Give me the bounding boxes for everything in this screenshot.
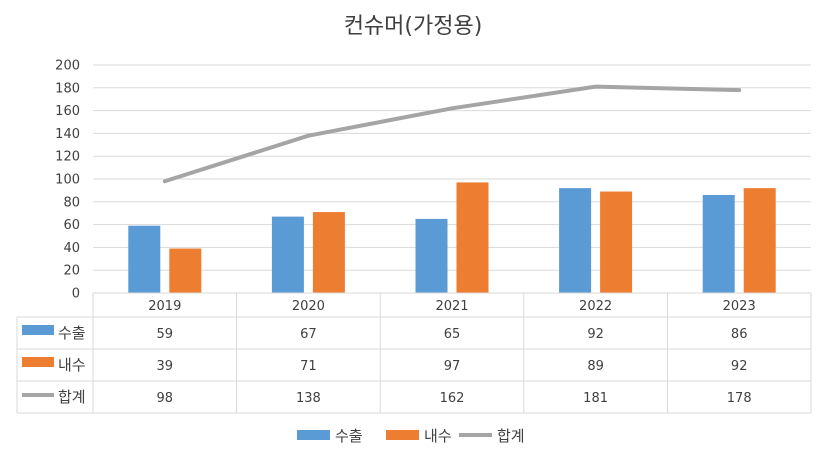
bar-export <box>702 194 735 293</box>
table-cell: 39 <box>157 359 174 374</box>
table-cell: 178 <box>727 391 752 406</box>
table-row-legend-key <box>22 357 54 367</box>
y-tick-label: 100 <box>55 173 80 188</box>
y-tick-label: 40 <box>63 241 80 256</box>
table-cell: 92 <box>587 327 604 342</box>
table-cell: 98 <box>157 391 174 406</box>
y-tick-label: 180 <box>55 81 80 96</box>
bars <box>128 182 776 293</box>
y-axis: 0 20 40 60 80 100 120 140 160 180 200 <box>55 59 80 302</box>
table-cell: 86 <box>731 327 748 342</box>
bar-domestic <box>600 191 633 293</box>
table-cell: 59 <box>157 327 174 342</box>
y-tick-label: 140 <box>55 127 80 142</box>
line-total <box>162 84 742 184</box>
data-table: 2019 2020 2021 2022 2023 수출 59 67 65 92 86 내수 39 71 97… <box>16 292 812 414</box>
bar-export <box>559 188 592 293</box>
table-row-label: 내수 <box>58 356 86 374</box>
table-cell: 181 <box>583 391 608 406</box>
bar-domestic <box>456 182 489 293</box>
bar-domestic <box>169 248 202 293</box>
y-tick-label: 0 <box>72 287 80 302</box>
x-tick-label: 2023 <box>723 299 756 314</box>
x-tick-label: 2022 <box>579 299 612 314</box>
y-tick-label: 80 <box>63 195 80 210</box>
x-tick-label: 2020 <box>292 299 325 314</box>
bar-export <box>271 216 304 293</box>
legend-label: 합계 <box>497 427 525 445</box>
table-cell: 71 <box>300 359 317 374</box>
legend-key <box>386 430 419 440</box>
bar-export <box>415 218 448 293</box>
table-cell: 89 <box>587 359 604 374</box>
table-cell: 162 <box>440 391 465 406</box>
bar-domestic <box>743 188 776 293</box>
table-cell: 67 <box>300 327 317 342</box>
table-cell: 97 <box>444 359 461 374</box>
legend: 수출 내수 합계 <box>297 427 525 445</box>
line-series <box>162 84 742 184</box>
legend-label: 내수 <box>424 427 452 445</box>
table-row-legend-key <box>22 325 54 335</box>
y-tick-label: 20 <box>63 264 80 279</box>
table-cell: 65 <box>444 327 461 342</box>
table-row-label: 합계 <box>58 388 86 406</box>
legend-key <box>297 430 330 440</box>
y-tick-label: 200 <box>55 59 80 74</box>
table-cell: 138 <box>296 391 321 406</box>
table-cell: 92 <box>731 359 748 374</box>
bar-export <box>128 225 161 293</box>
x-tick-label: 2021 <box>435 299 468 314</box>
legend-label: 수출 <box>335 427 363 445</box>
y-tick-label: 120 <box>55 150 80 165</box>
bar-domestic <box>312 212 345 293</box>
y-tick-label: 60 <box>63 218 80 233</box>
y-tick-label: 160 <box>55 104 80 119</box>
x-tick-label: 2019 <box>148 299 181 314</box>
chart-title: 컨슈머(가정용) <box>344 14 483 39</box>
table-row-label: 수출 <box>58 324 86 342</box>
